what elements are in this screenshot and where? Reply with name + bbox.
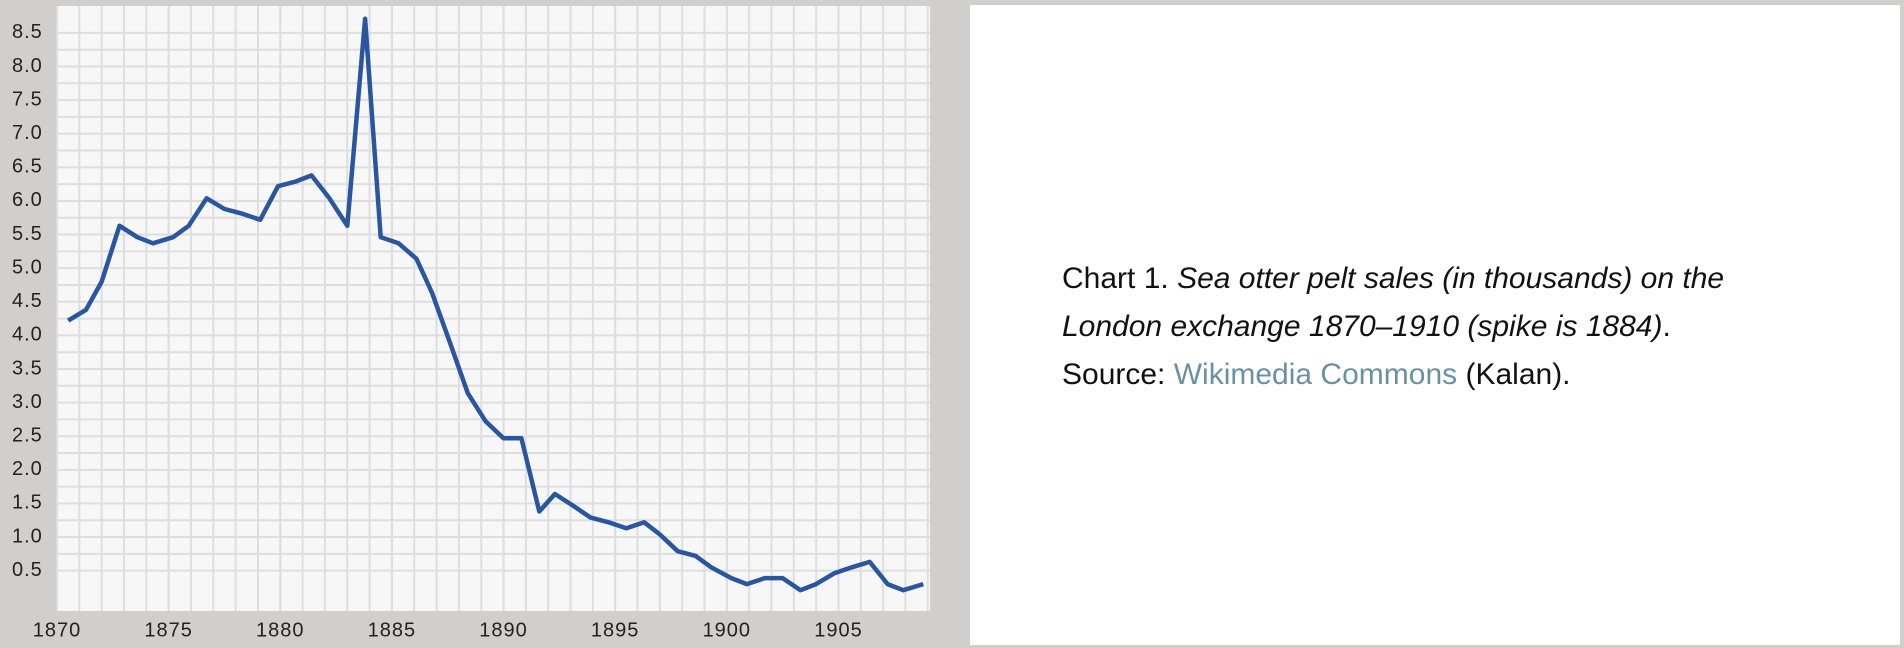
caption-label: Chart 1.	[1062, 262, 1169, 295]
y-tick-label: 7.0	[12, 122, 43, 144]
x-tick-label: 1900	[703, 619, 752, 641]
caption: Chart 1. Sea otter pelt sales (in thousa…	[1062, 255, 1782, 399]
y-tick-label: 1.0	[12, 525, 43, 547]
chart: 0.5 1.0 1.5 2.0 2.5 3.0 3.5 4.0 4.5 5.0 5.5 6.0 6.5 7…	[12, 6, 930, 641]
credit: (Kalan).	[1465, 358, 1571, 391]
x-tick-label: 1875	[144, 619, 193, 641]
source-label: . Source:	[1062, 310, 1671, 391]
plot-area	[57, 6, 930, 611]
x-tick-label: 1890	[479, 619, 528, 641]
y-tick-label: 1.5	[12, 492, 43, 514]
x-tick-label: 1905	[814, 619, 863, 641]
x-tick-label: 1880	[256, 619, 305, 641]
x-tick-label: 1870	[33, 619, 82, 641]
y-tick-label: 8.5	[12, 21, 43, 43]
y-tick-label: 6.5	[12, 156, 43, 178]
y-tick-label: 2.5	[12, 425, 43, 447]
data-line	[67, 16, 924, 593]
y-tick-label: 4.0	[12, 324, 43, 346]
caption-panel: Chart 1. Sea otter pelt sales (in thousa…	[970, 5, 1900, 645]
x-tick-label: 1885	[368, 619, 417, 641]
y-tick-label: 2.0	[12, 458, 43, 480]
y-tick-label: 3.0	[12, 391, 43, 413]
source-link[interactable]: Wikimedia Commons	[1173, 358, 1458, 391]
y-tick-label: 7.5	[12, 88, 43, 110]
y-tick-label: 8.0	[12, 55, 43, 77]
x-tick-label: 1895	[591, 619, 640, 641]
y-tick-label: 3.5	[12, 357, 43, 379]
caption-title: Sea otter pelt sales (in thousands) on t…	[1062, 262, 1725, 343]
y-tick-label: 0.5	[12, 559, 43, 581]
y-tick-label: 4.5	[12, 290, 43, 312]
y-tick-label: 6.0	[12, 189, 43, 211]
y-tick-label: 5.0	[12, 256, 43, 278]
y-tick-label: 5.5	[12, 223, 43, 245]
